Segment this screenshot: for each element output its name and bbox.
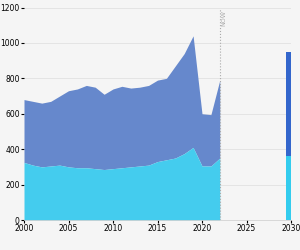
Bar (286, 156, 296, 220)
Bar (286, 52, 296, 156)
Text: NOW: NOW (221, 10, 226, 26)
